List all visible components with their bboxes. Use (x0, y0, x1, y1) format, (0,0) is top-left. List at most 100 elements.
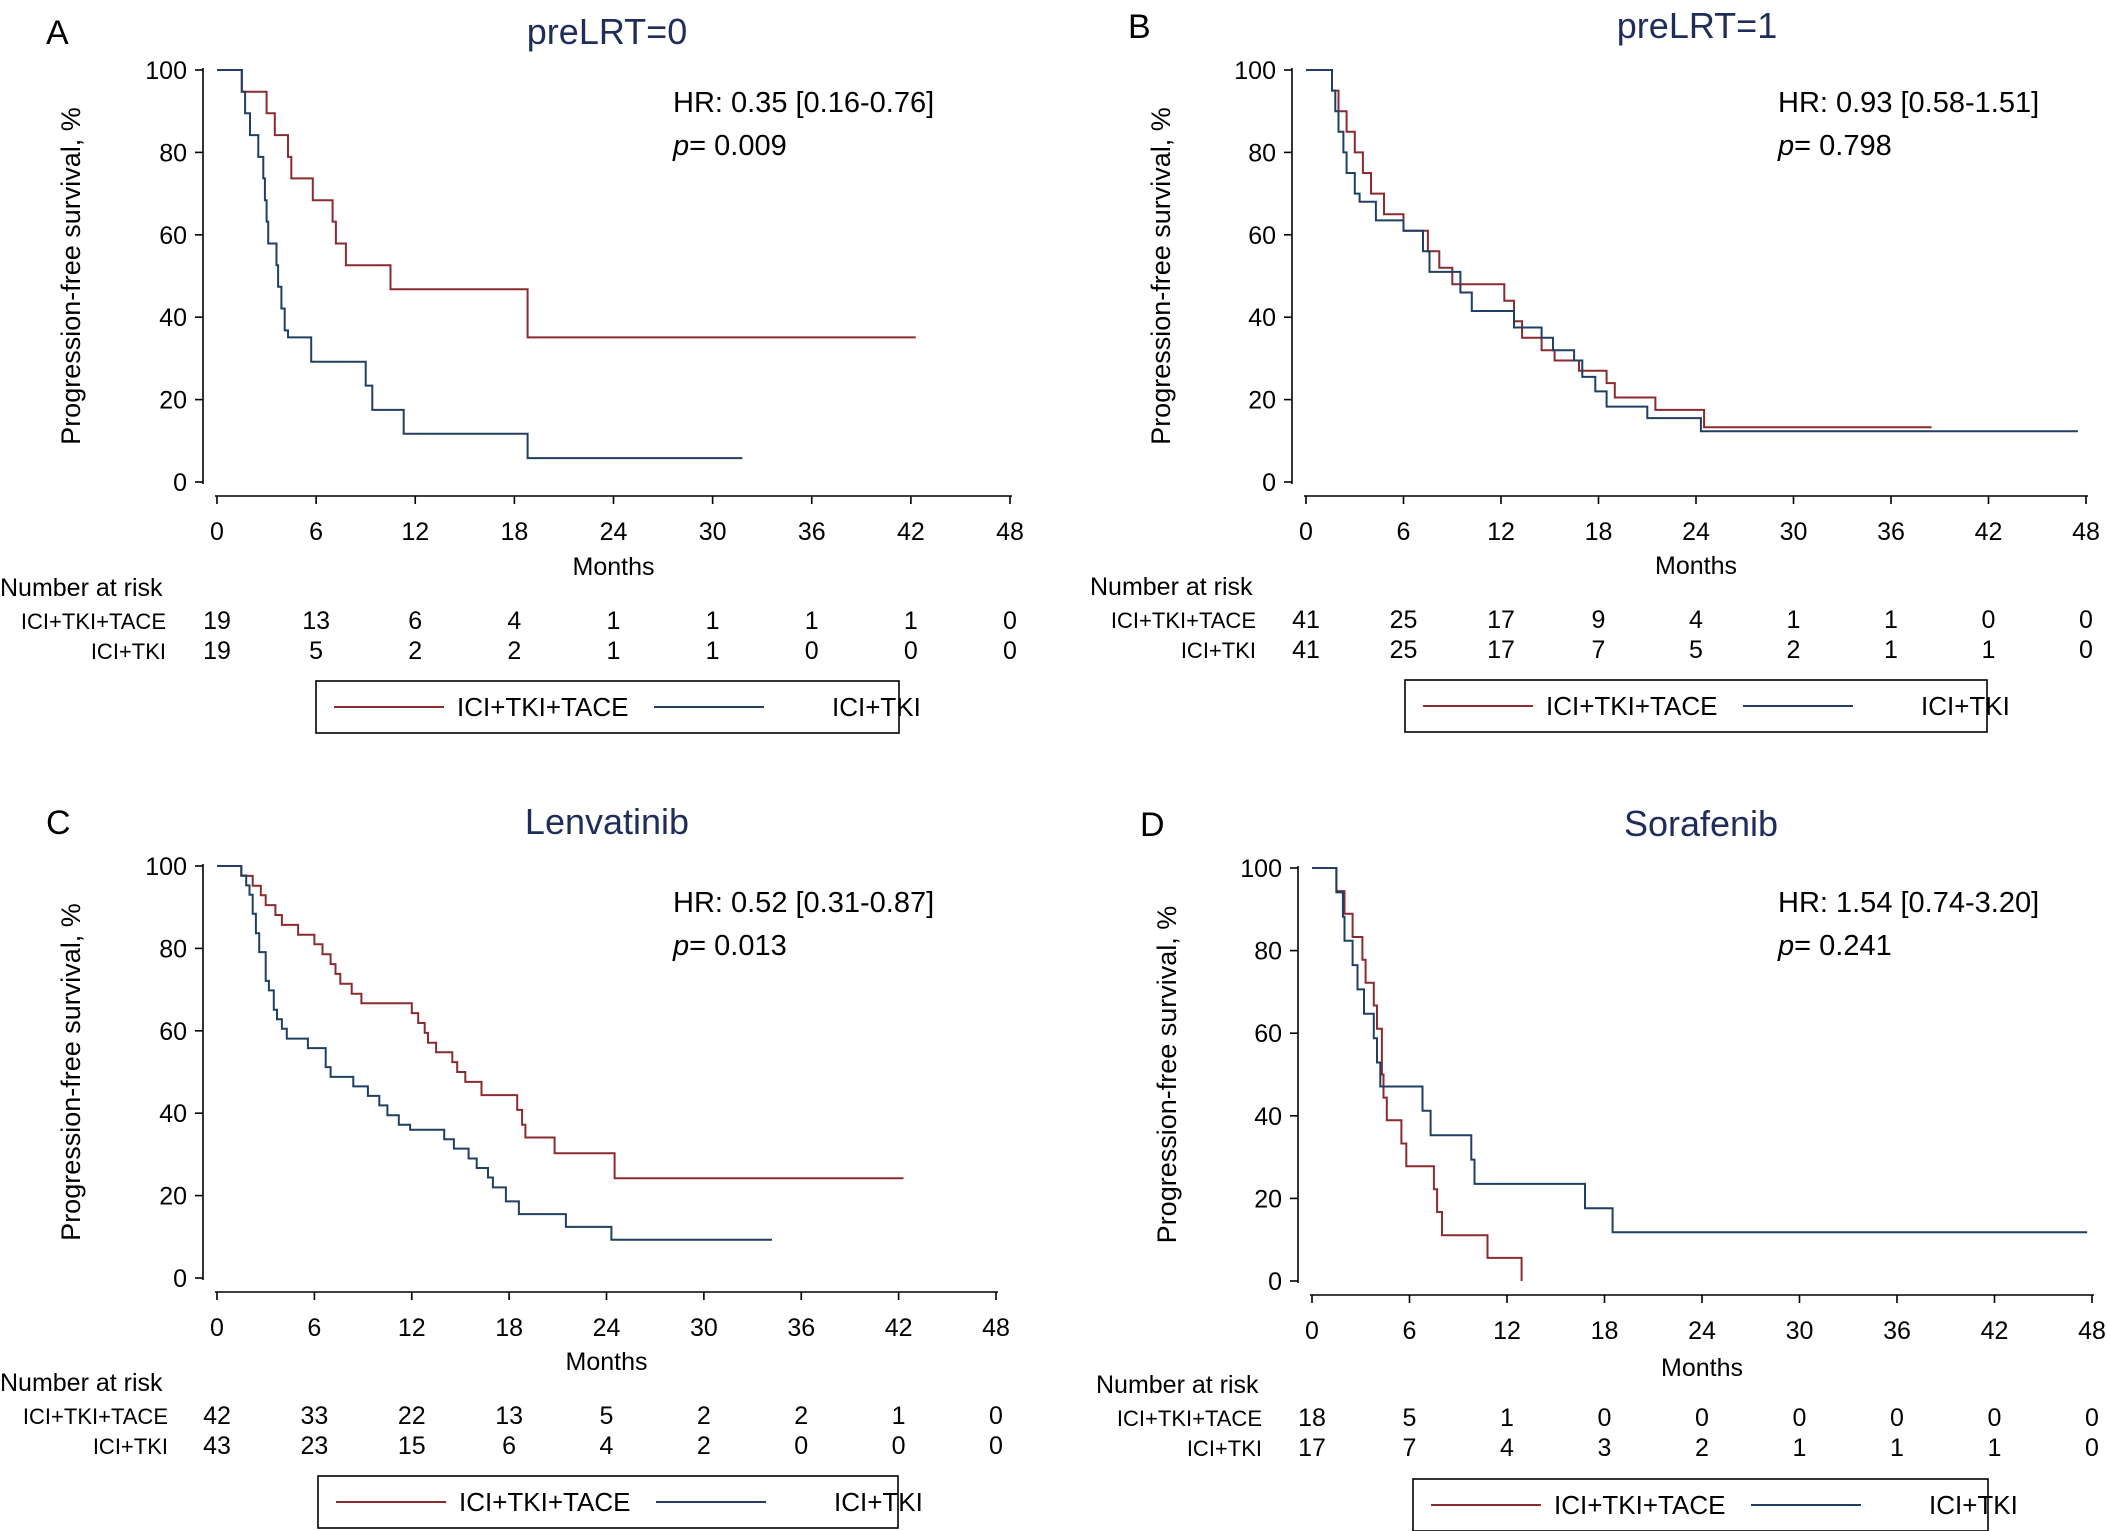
panel-b-risk-value: 41 (1292, 636, 1320, 664)
panel-d-x-tick-label: 48 (2078, 1317, 2106, 1345)
panel-a-risk-value: 1 (706, 607, 720, 635)
panel-d-risk-value: 4 (1500, 1434, 1514, 1462)
panel-b-x-tick-label: 24 (1682, 518, 1710, 546)
panel-a-risk-value: 0 (1003, 637, 1017, 665)
panel-d-x-tick-label: 24 (1688, 1317, 1716, 1345)
panel-a-x-tick-label: 18 (500, 518, 528, 546)
panel-a-p-text: p= 0.009 (672, 130, 787, 162)
panel-b-y-tick-label: 100 (1234, 57, 1276, 85)
panel-c-legend-label: ICI+TKI (834, 1487, 923, 1517)
panel-c-ylabel: Progression-free survival, % (56, 903, 86, 1241)
panel-d-risk-value: 18 (1298, 1404, 1326, 1432)
panel-d-legend-label: ICI+TKI (1929, 1490, 2018, 1520)
panel-d-x-tick-label: 12 (1493, 1317, 1521, 1345)
panel-b-risk-title: Number at risk (1090, 573, 1253, 601)
panel-d-risk-value: 1 (1890, 1434, 1904, 1462)
panel-d-y-tick-label: 0 (1268, 1268, 1282, 1296)
panel-c-x-tick-label: 12 (398, 1314, 426, 1342)
panel-a-x-tick-label: 36 (798, 518, 826, 546)
panel-c-x-tick-label: 18 (495, 1314, 523, 1342)
panel-b-y-tick-label: 60 (1248, 222, 1276, 250)
panel-c-x-tick-label: 0 (210, 1314, 224, 1342)
panel-a-risk-value: 2 (507, 637, 521, 665)
panel-a-risk-row-label: ICI+TKI+TACE (21, 609, 166, 634)
panel-b-risk-value: 4 (1689, 606, 1703, 634)
panel-c-curve-tki (217, 865, 772, 1241)
panel-a-y-tick-label: 20 (159, 387, 187, 415)
panel-a-risk-value: 1 (805, 607, 819, 635)
panel-c-x-tick-label: 30 (690, 1314, 718, 1342)
panel-a-risk-value: 5 (309, 637, 323, 665)
panel-d-risk-value: 1 (1500, 1404, 1514, 1432)
panel-b-risk-value: 25 (1390, 606, 1418, 634)
panel-c-risk-row-label: ICI+TKI (93, 1434, 168, 1459)
panel-c-risk-value: 15 (398, 1432, 426, 1460)
panel-c-risk-title: Number at risk (0, 1369, 163, 1397)
panel-a-legend-label: ICI+TKI (832, 692, 921, 722)
panel-c-risk-value: 13 (495, 1402, 523, 1430)
panel-a-risk-value: 0 (904, 637, 918, 665)
panel-a-risk-row-label: ICI+TKI (91, 639, 166, 664)
panel-b-y-tick-label: 80 (1248, 139, 1276, 167)
panel-b-risk-value: 1 (1982, 636, 1996, 664)
panel-a-risk-value: 1 (607, 607, 621, 635)
panel-b-y-tick-label: 40 (1248, 304, 1276, 332)
panel-d-risk-value: 0 (1598, 1404, 1612, 1432)
panel-d-risk-value: 0 (1890, 1404, 1904, 1432)
panel-a-risk-value: 4 (507, 607, 521, 635)
panel-c-y-tick-label: 100 (145, 853, 187, 881)
panel-b-risk-value: 1 (1787, 606, 1801, 634)
panel-d-xlabel: Months (1661, 1354, 1743, 1382)
panel-c-p-text: p= 0.013 (672, 930, 787, 962)
panel-c-risk-value: 2 (794, 1402, 808, 1430)
panel-a-risk-value: 0 (805, 637, 819, 665)
panel-a-x-tick-label: 30 (699, 518, 727, 546)
panel-b-risk-row-label: ICI+TKI+TACE (1111, 608, 1256, 633)
panel-b-x-tick-label: 42 (1975, 518, 2003, 546)
panel-a-risk-value: 19 (203, 607, 231, 635)
panel-a-risk-value: 6 (408, 607, 422, 635)
panel-d-letter: D (1140, 806, 1165, 844)
panel-d-risk-title: Number at risk (1096, 1371, 1259, 1399)
panel-d-risk-value: 0 (2085, 1404, 2099, 1432)
panel-a-y-tick-label: 40 (159, 304, 187, 332)
panel-c-xlabel: Months (566, 1348, 648, 1376)
panel-c-x-tick-label: 6 (307, 1314, 321, 1342)
panel-c-risk-value: 4 (600, 1432, 614, 1460)
panel-d-x-tick-label: 42 (1981, 1317, 2009, 1345)
panel-a-risk-value: 0 (1003, 607, 1017, 635)
panel-b-p-text: p= 0.798 (1777, 130, 1892, 162)
panel-d-risk-value: 0 (1695, 1404, 1709, 1432)
panel-d-risk-value: 1 (1793, 1434, 1807, 1462)
panel-d-x-tick-label: 36 (1883, 1317, 1911, 1345)
panel-b-risk-value: 41 (1292, 606, 1320, 634)
panel-b-legend-label: ICI+TKI+TACE (1546, 691, 1717, 721)
panel-d-y-tick-label: 20 (1254, 1185, 1282, 1213)
panel-a-letter: A (46, 14, 69, 52)
panel-a-risk-value: 13 (302, 607, 330, 635)
panel-d-risk-value: 2 (1695, 1434, 1709, 1462)
panel-b-x-tick-label: 12 (1487, 518, 1515, 546)
panel-a-xlabel: Months (573, 553, 655, 581)
panel-d-curve-tace (1312, 867, 1523, 1281)
panel-d-risk-value: 0 (1793, 1404, 1807, 1432)
panel-b-x-tick-label: 30 (1780, 518, 1808, 546)
panel-b-xlabel: Months (1655, 552, 1737, 580)
panel-a-risk-title: Number at risk (0, 574, 163, 602)
panel-c-curve-tace (217, 865, 904, 1180)
panel-c-risk-value: 0 (989, 1402, 1003, 1430)
panel-a-risk-value: 2 (408, 637, 422, 665)
panel-d-y-tick-label: 40 (1254, 1103, 1282, 1131)
panel-c-x-tick-label: 24 (593, 1314, 621, 1342)
panel-a-title: preLRT=0 (527, 11, 687, 52)
panel-b-risk-value: 7 (1592, 636, 1606, 664)
panel-a-y-tick-label: 60 (159, 222, 187, 250)
panel-d-hr-text: HR: 1.54 [0.74-3.20] (1778, 887, 2039, 919)
panel-c-y-tick-label: 0 (173, 1265, 187, 1293)
panel-d-risk-value: 1 (1988, 1434, 2002, 1462)
panel-c-risk-value: 0 (892, 1432, 906, 1460)
panel-d-risk-value: 3 (1598, 1434, 1612, 1462)
panel-b-risk-value: 25 (1390, 636, 1418, 664)
panel-b-risk-value: 0 (2079, 636, 2093, 664)
